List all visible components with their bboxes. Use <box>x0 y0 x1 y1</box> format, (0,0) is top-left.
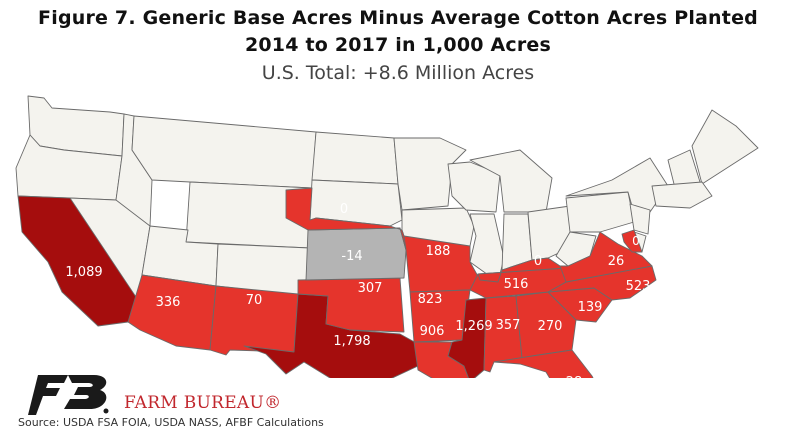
label-maryland: 0 <box>632 234 640 248</box>
label-arkansas: 823 <box>418 292 443 307</box>
label-new-mexico: 70 <box>246 293 263 308</box>
state-virginia <box>559 231 653 283</box>
state-california <box>17 195 139 327</box>
label-south-carolina: 139 <box>578 300 603 315</box>
label-missouri: 188 <box>426 244 451 259</box>
label-virginia: 26 <box>608 254 625 269</box>
label-texas: 1,798 <box>333 334 370 349</box>
label-louisiana: 906 <box>420 324 445 339</box>
logo-mark-f <box>28 375 68 415</box>
state-maine <box>691 109 759 185</box>
label-mississippi: 1,269 <box>455 319 492 334</box>
us-map: 1,089 336 70 1,798 307 -14 0 188 823 906… <box>15 95 759 378</box>
state-arizona <box>127 274 217 351</box>
logo-mark-b <box>64 375 107 409</box>
label-georgia: 270 <box>538 319 563 334</box>
label-nebraska: 0 <box>340 202 348 217</box>
state-wisconsin <box>447 161 501 213</box>
label-florida: 28 <box>566 375 583 378</box>
state-new-jersey <box>629 203 651 235</box>
label-kansas: -14 <box>341 249 362 264</box>
label-alabama: 357 <box>496 318 521 333</box>
state-minnesota <box>393 137 467 211</box>
state-florida <box>493 349 594 378</box>
label-kentucky: 0 <box>534 254 542 269</box>
logo-registered-mark <box>103 408 109 414</box>
state-pennsylvania <box>565 191 635 233</box>
state-maryland <box>621 229 643 253</box>
label-arizona: 336 <box>156 295 181 310</box>
label-tennessee: 516 <box>504 277 529 292</box>
state-oklahoma <box>297 277 405 333</box>
state-montana <box>131 115 317 189</box>
state-north-dakota <box>311 131 399 185</box>
source-note: Source: USDA FSA FOIA, USDA NASS, AFBF C… <box>18 416 324 429</box>
figure-subtitle: U.S. Total: +8.6 Million Acres <box>261 62 535 84</box>
figure-title: Figure 7. Generic Base Acres Minus Avera… <box>38 7 758 29</box>
no-data-states <box>15 95 759 301</box>
label-oklahoma: 307 <box>358 281 383 296</box>
farm-bureau-logo <box>28 375 109 415</box>
data-states <box>17 187 657 378</box>
value-labels: 1,089 336 70 1,798 307 -14 0 188 823 906… <box>65 202 650 378</box>
figure-title-line2: 2014 to 2017 in 1,000 Acres <box>244 34 552 56</box>
state-nebraska <box>285 187 409 251</box>
brand-name: FARM BUREAU® <box>124 393 282 413</box>
state-kentucky <box>477 257 567 283</box>
label-california: 1,089 <box>65 265 102 280</box>
state-north-carolina <box>547 265 657 301</box>
state-mass-ct-ri <box>651 181 713 209</box>
label-north-carolina: 523 <box>626 279 651 294</box>
